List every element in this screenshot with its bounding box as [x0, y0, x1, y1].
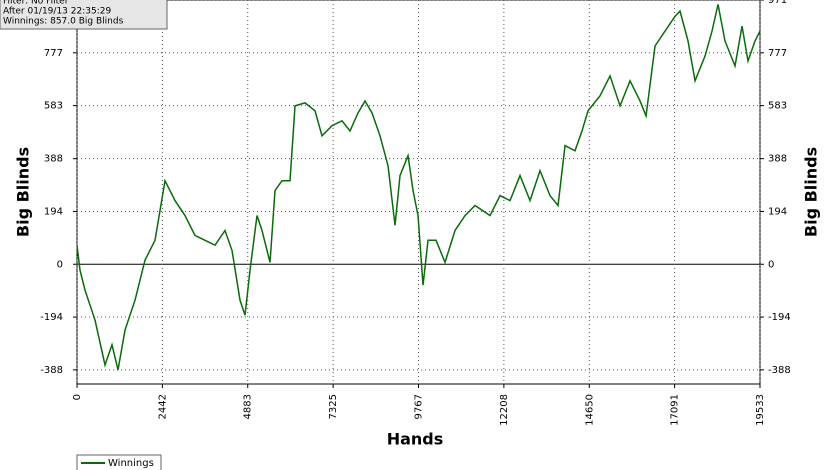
y-tick-label: 777 [44, 48, 63, 59]
y-tick-label: -388 [40, 365, 63, 376]
x-tick-label: 19533 [755, 394, 766, 426]
info-box-bg [0, 0, 168, 30]
y2-tick-label: 0 [768, 259, 774, 270]
x-tick-label: 7325 [328, 394, 339, 419]
x-tick-label: 14650 [584, 394, 595, 426]
x-tick-label: 12208 [499, 394, 510, 426]
y2-tick-label: 194 [768, 206, 787, 217]
y2-axis-title: Big Blinds [802, 147, 821, 237]
x-tick-label: 2442 [157, 394, 168, 419]
info-line: Filter: No Filter [3, 0, 69, 7]
x-tick-label: 0 [72, 394, 83, 400]
y-tick-label: 388 [44, 154, 63, 165]
y2-tick-label: -194 [768, 312, 791, 323]
line-series [76, 4, 761, 371]
y2-tick-label: -388 [768, 365, 791, 376]
info-line: After 01/19/13 22:35:29 [3, 7, 111, 17]
y2-tick-label: 388 [768, 154, 787, 165]
info-line: Winnings: 857.0 Big Blinds [3, 17, 124, 27]
y-tick-label: 194 [44, 206, 63, 217]
legend: Winnings [76, 454, 162, 470]
y2-tick-label: 971 [768, 0, 787, 6]
y-axis-title: Big Blinds [14, 147, 33, 237]
y-tick-label: 0 [57, 259, 63, 270]
y2-tick-label: 583 [768, 101, 787, 112]
y-tick-label: 583 [44, 101, 63, 112]
y2-tick-label: 777 [768, 48, 787, 59]
x-tick-label: 4883 [243, 394, 254, 419]
x-axis-title: Hands [387, 430, 444, 449]
legend-box [76, 454, 162, 470]
y-tick-label: -194 [40, 312, 63, 323]
x-tick-label: 9767 [414, 394, 425, 419]
legend-label: Winnings [108, 458, 154, 469]
x-tick-label: 17091 [670, 394, 681, 426]
